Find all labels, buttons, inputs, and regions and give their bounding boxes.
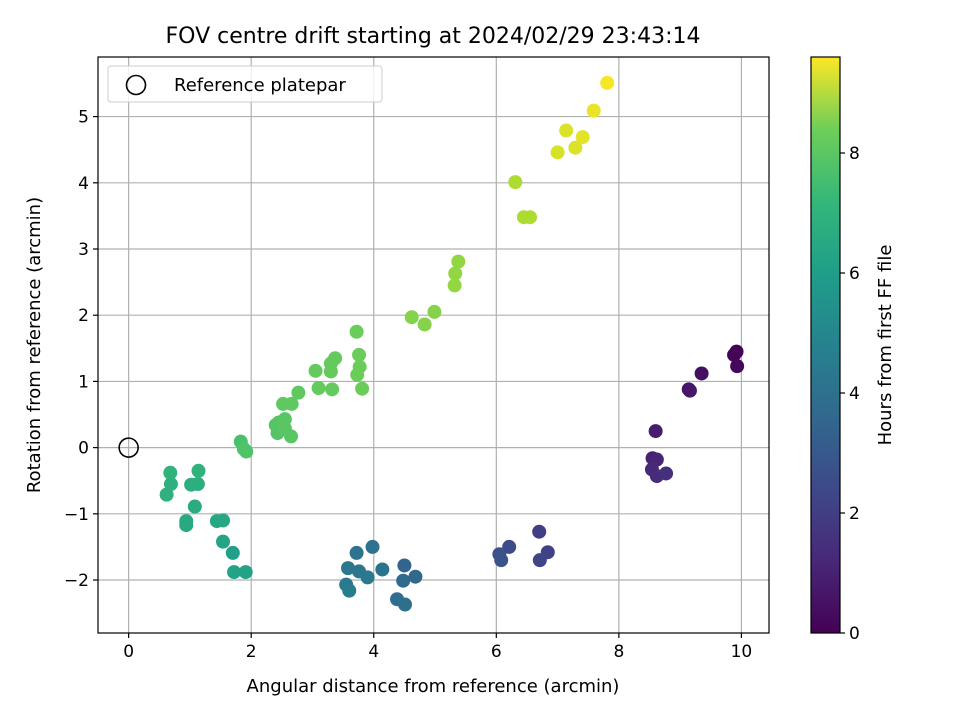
- reference-point-marker: [118, 437, 139, 458]
- scatter-point: [494, 553, 509, 568]
- colorbar-frame: [810, 56, 841, 634]
- colorbar-tick-label: 4: [849, 384, 860, 404]
- scatter-point: [190, 477, 205, 492]
- y-tick-label: 3: [78, 240, 89, 260]
- scatter-point: [730, 359, 745, 374]
- x-axis-label: Angular distance from reference (arcmin): [247, 676, 620, 697]
- x-axis-ticks: 0 2 4 6 8 10: [123, 633, 752, 662]
- scatter-point: [508, 175, 523, 190]
- y-axis-label: Rotation from reference (arcmin): [24, 197, 45, 493]
- y-tick-label: 1: [78, 372, 89, 392]
- scatter-point: [191, 463, 206, 478]
- scatter-point: [355, 381, 370, 396]
- scatter-point: [523, 210, 538, 225]
- scatter-point: [397, 558, 412, 573]
- legend-label-reference: Reference platepar: [174, 75, 346, 96]
- plot-frame-bg: [98, 57, 769, 633]
- scatter-point: [225, 545, 240, 560]
- scatter-point: [417, 317, 432, 332]
- scatter-point: [404, 310, 419, 325]
- scatter-point: [350, 367, 365, 382]
- scatter-point: [559, 123, 574, 138]
- scatter-point: [163, 477, 178, 492]
- colorbar-tick-label: 6: [849, 264, 860, 284]
- scatter-point: [216, 534, 231, 549]
- scatter-point: [600, 75, 615, 90]
- scatter-point: [325, 382, 340, 397]
- colorbar-ticks: 0 2 4 6 8: [840, 144, 860, 644]
- scatter-point: [238, 565, 253, 580]
- scatter-point: [648, 424, 663, 439]
- scatter-point: [349, 324, 364, 339]
- scatter-point: [408, 569, 423, 584]
- colorbar-gradient: [811, 57, 840, 633]
- scatter-point: [398, 597, 413, 612]
- colorbar-tick-label: 0: [849, 624, 860, 644]
- x-tick-label: 0: [123, 642, 134, 662]
- scatter-points: [159, 75, 745, 612]
- scatter-point: [352, 347, 367, 362]
- scatter-point: [375, 562, 390, 577]
- x-tick-label: 2: [246, 642, 257, 662]
- scatter-point: [448, 266, 463, 281]
- x-tick-label: 6: [491, 642, 502, 662]
- scatter-point: [328, 351, 343, 366]
- y-tick-label: 4: [78, 174, 89, 194]
- scatter-point: [682, 383, 697, 398]
- plot-area: 0 2 4 6 8 10 −2 −1 0 1 2 3 4 5: [64, 56, 770, 662]
- x-tick-label: 10: [731, 642, 753, 662]
- scatter-point: [694, 366, 709, 381]
- y-tick-label: −2: [64, 571, 89, 591]
- y-tick-label: 2: [78, 306, 89, 326]
- scatter-point: [727, 347, 742, 362]
- x-tick-label: 8: [613, 642, 624, 662]
- scatter-point: [216, 513, 231, 528]
- scatter-point: [575, 130, 590, 145]
- chart-title: FOV centre drift starting at 2024/02/29 …: [166, 24, 701, 49]
- scatter-point: [308, 363, 323, 378]
- scatter-point: [427, 304, 442, 319]
- grid-lines: [98, 57, 769, 633]
- scatter-point: [360, 570, 375, 585]
- scatter-point: [365, 539, 380, 554]
- x-tick-label: 4: [368, 642, 379, 662]
- scatter-point: [291, 385, 306, 400]
- scatter-point: [532, 524, 547, 539]
- scatter-point: [239, 444, 254, 459]
- legend-box: [107, 65, 383, 103]
- scatter-point: [187, 499, 202, 514]
- scatter-point: [311, 381, 326, 396]
- scatter-point: [586, 103, 601, 118]
- plot-frame: [97, 56, 770, 634]
- colorbar-label: Hours from first FF file: [875, 245, 896, 446]
- scatter-point: [447, 278, 462, 293]
- colorbar-tick-label: 8: [849, 144, 860, 164]
- scatter-point: [179, 518, 194, 533]
- scatter-point: [396, 573, 411, 588]
- scatter-point: [163, 465, 178, 480]
- scatter-point: [451, 254, 466, 269]
- scatter-point: [341, 561, 356, 576]
- scatter-point: [284, 396, 299, 411]
- colorbar-tick-label: 2: [849, 504, 860, 524]
- scatter-point: [659, 466, 674, 481]
- colorbar: 0 2 4 6 8 Hours from first FF file: [810, 56, 896, 644]
- legend: Reference platepar: [107, 65, 383, 103]
- y-tick-label: 5: [78, 108, 89, 128]
- scatter-point: [532, 553, 547, 568]
- scatter-point: [568, 140, 583, 155]
- y-tick-label: −1: [64, 505, 89, 525]
- scatter-point: [502, 539, 517, 554]
- legend-marker-reference: [125, 74, 147, 96]
- y-tick-label: 0: [78, 439, 89, 459]
- scatter-point: [550, 145, 565, 160]
- scatter-point: [227, 565, 242, 580]
- y-axis-ticks: −2 −1 0 1 2 3 4 5: [64, 108, 98, 591]
- scatter-point: [349, 545, 364, 560]
- scatter-point: [159, 487, 174, 502]
- scatter-point: [284, 429, 299, 444]
- scatter-point: [342, 583, 357, 598]
